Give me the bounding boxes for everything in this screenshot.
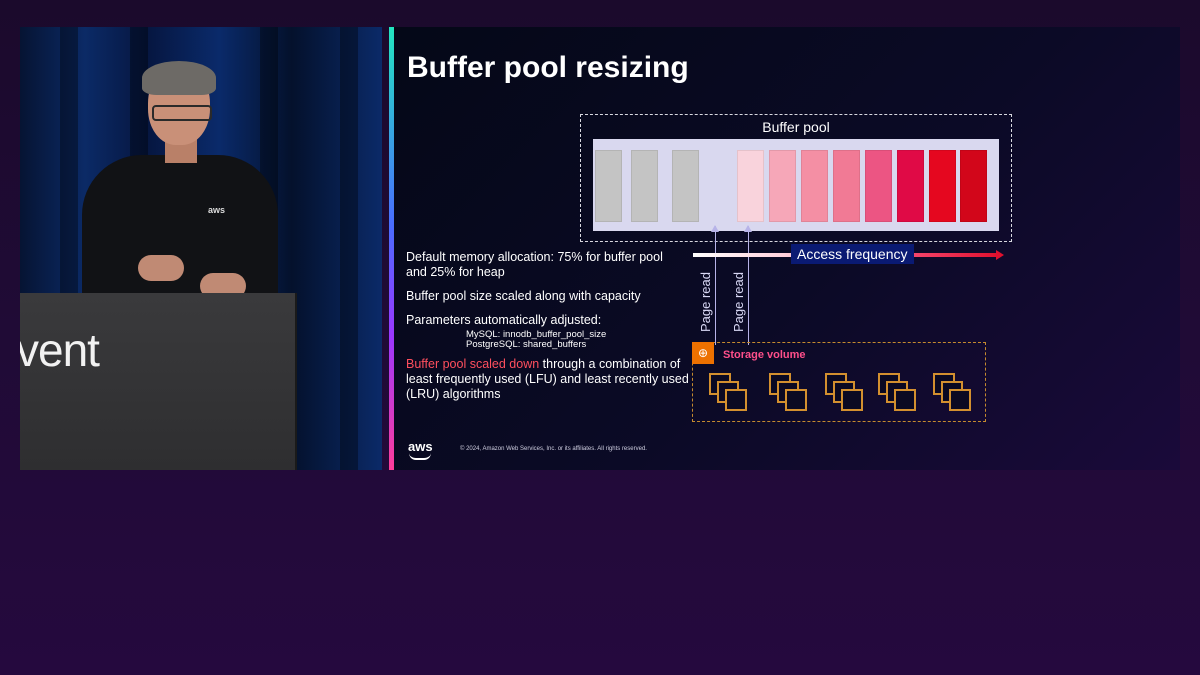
- param-mysql: MySQL: innodb_buffer_pool_size: [466, 329, 607, 340]
- copyright: © 2024, Amazon Web Services, Inc. or its…: [460, 446, 647, 452]
- slide-title: Buffer pool resizing: [407, 51, 689, 84]
- storage-block-icon: [769, 373, 809, 413]
- bullet-scaled-down: Buffer pool scaled down through a combin…: [406, 357, 694, 402]
- slide-accent-bar: [389, 27, 394, 470]
- speaker-hair: [142, 61, 216, 95]
- presentation-slide: Buffer pool resizing Buffer pool Page re…: [389, 27, 1180, 470]
- storage-block-icon: [933, 373, 973, 413]
- storage-block-icon: [878, 373, 918, 413]
- buffer-page-cell: [769, 150, 796, 222]
- buffer-page-cell: [737, 150, 764, 222]
- storage-icon: ⊕: [692, 342, 714, 364]
- access-frequency-arrowhead: [996, 250, 1004, 260]
- buffer-pool-box: Buffer pool: [580, 114, 1012, 242]
- podium: vent: [20, 293, 297, 470]
- page-read-label: Page read: [731, 272, 746, 332]
- bullet-scaled-down-rest: through a combination of least frequentl…: [406, 357, 689, 401]
- buffer-page-cell: [833, 150, 860, 222]
- speaker-hand: [138, 255, 184, 281]
- highlight-text: Buffer pool scaled down: [406, 357, 540, 371]
- buffer-page-cell: [960, 150, 987, 222]
- buffer-pool-pages: [593, 139, 999, 231]
- buffer-page-cell: [865, 150, 892, 222]
- buffer-pool-label: Buffer pool: [762, 119, 830, 135]
- buffer-page-cell: [672, 150, 699, 222]
- storage-block-icon: [825, 373, 865, 413]
- bullet-scaled-capacity: Buffer pool size scaled along with capac…: [406, 289, 641, 303]
- bullet-default-allocation: Default memory allocation: 75% for buffe…: [406, 250, 663, 279]
- curtain-fold: [340, 27, 358, 470]
- page-read-arrow: [711, 225, 719, 345]
- aws-logo: aws: [408, 439, 433, 454]
- storage-volume-label: Storage volume: [723, 349, 806, 361]
- speaker-glasses: [152, 105, 212, 121]
- storage-volume-box: ⊕ Storage volume: [692, 342, 986, 422]
- buffer-page-cell: [897, 150, 924, 222]
- aws-logo-smile: [409, 453, 431, 460]
- storage-block-icon: [709, 373, 749, 413]
- buffer-page-cell: [631, 150, 658, 222]
- buffer-page-cell: [929, 150, 956, 222]
- access-frequency-label: Access frequency: [791, 244, 914, 264]
- page-read-arrow: [744, 225, 752, 345]
- bullet-parameters: Parameters automatically adjusted:: [406, 313, 602, 327]
- speaker-video: aws vent: [20, 27, 382, 470]
- buffer-page-cell: [801, 150, 828, 222]
- page-read-label: Page read: [698, 272, 713, 332]
- shirt-logo: aws: [208, 205, 226, 215]
- param-postgresql: PostgreSQL: shared_buffers: [466, 339, 587, 350]
- buffer-page-cell: [595, 150, 622, 222]
- podium-text: vent: [20, 324, 100, 376]
